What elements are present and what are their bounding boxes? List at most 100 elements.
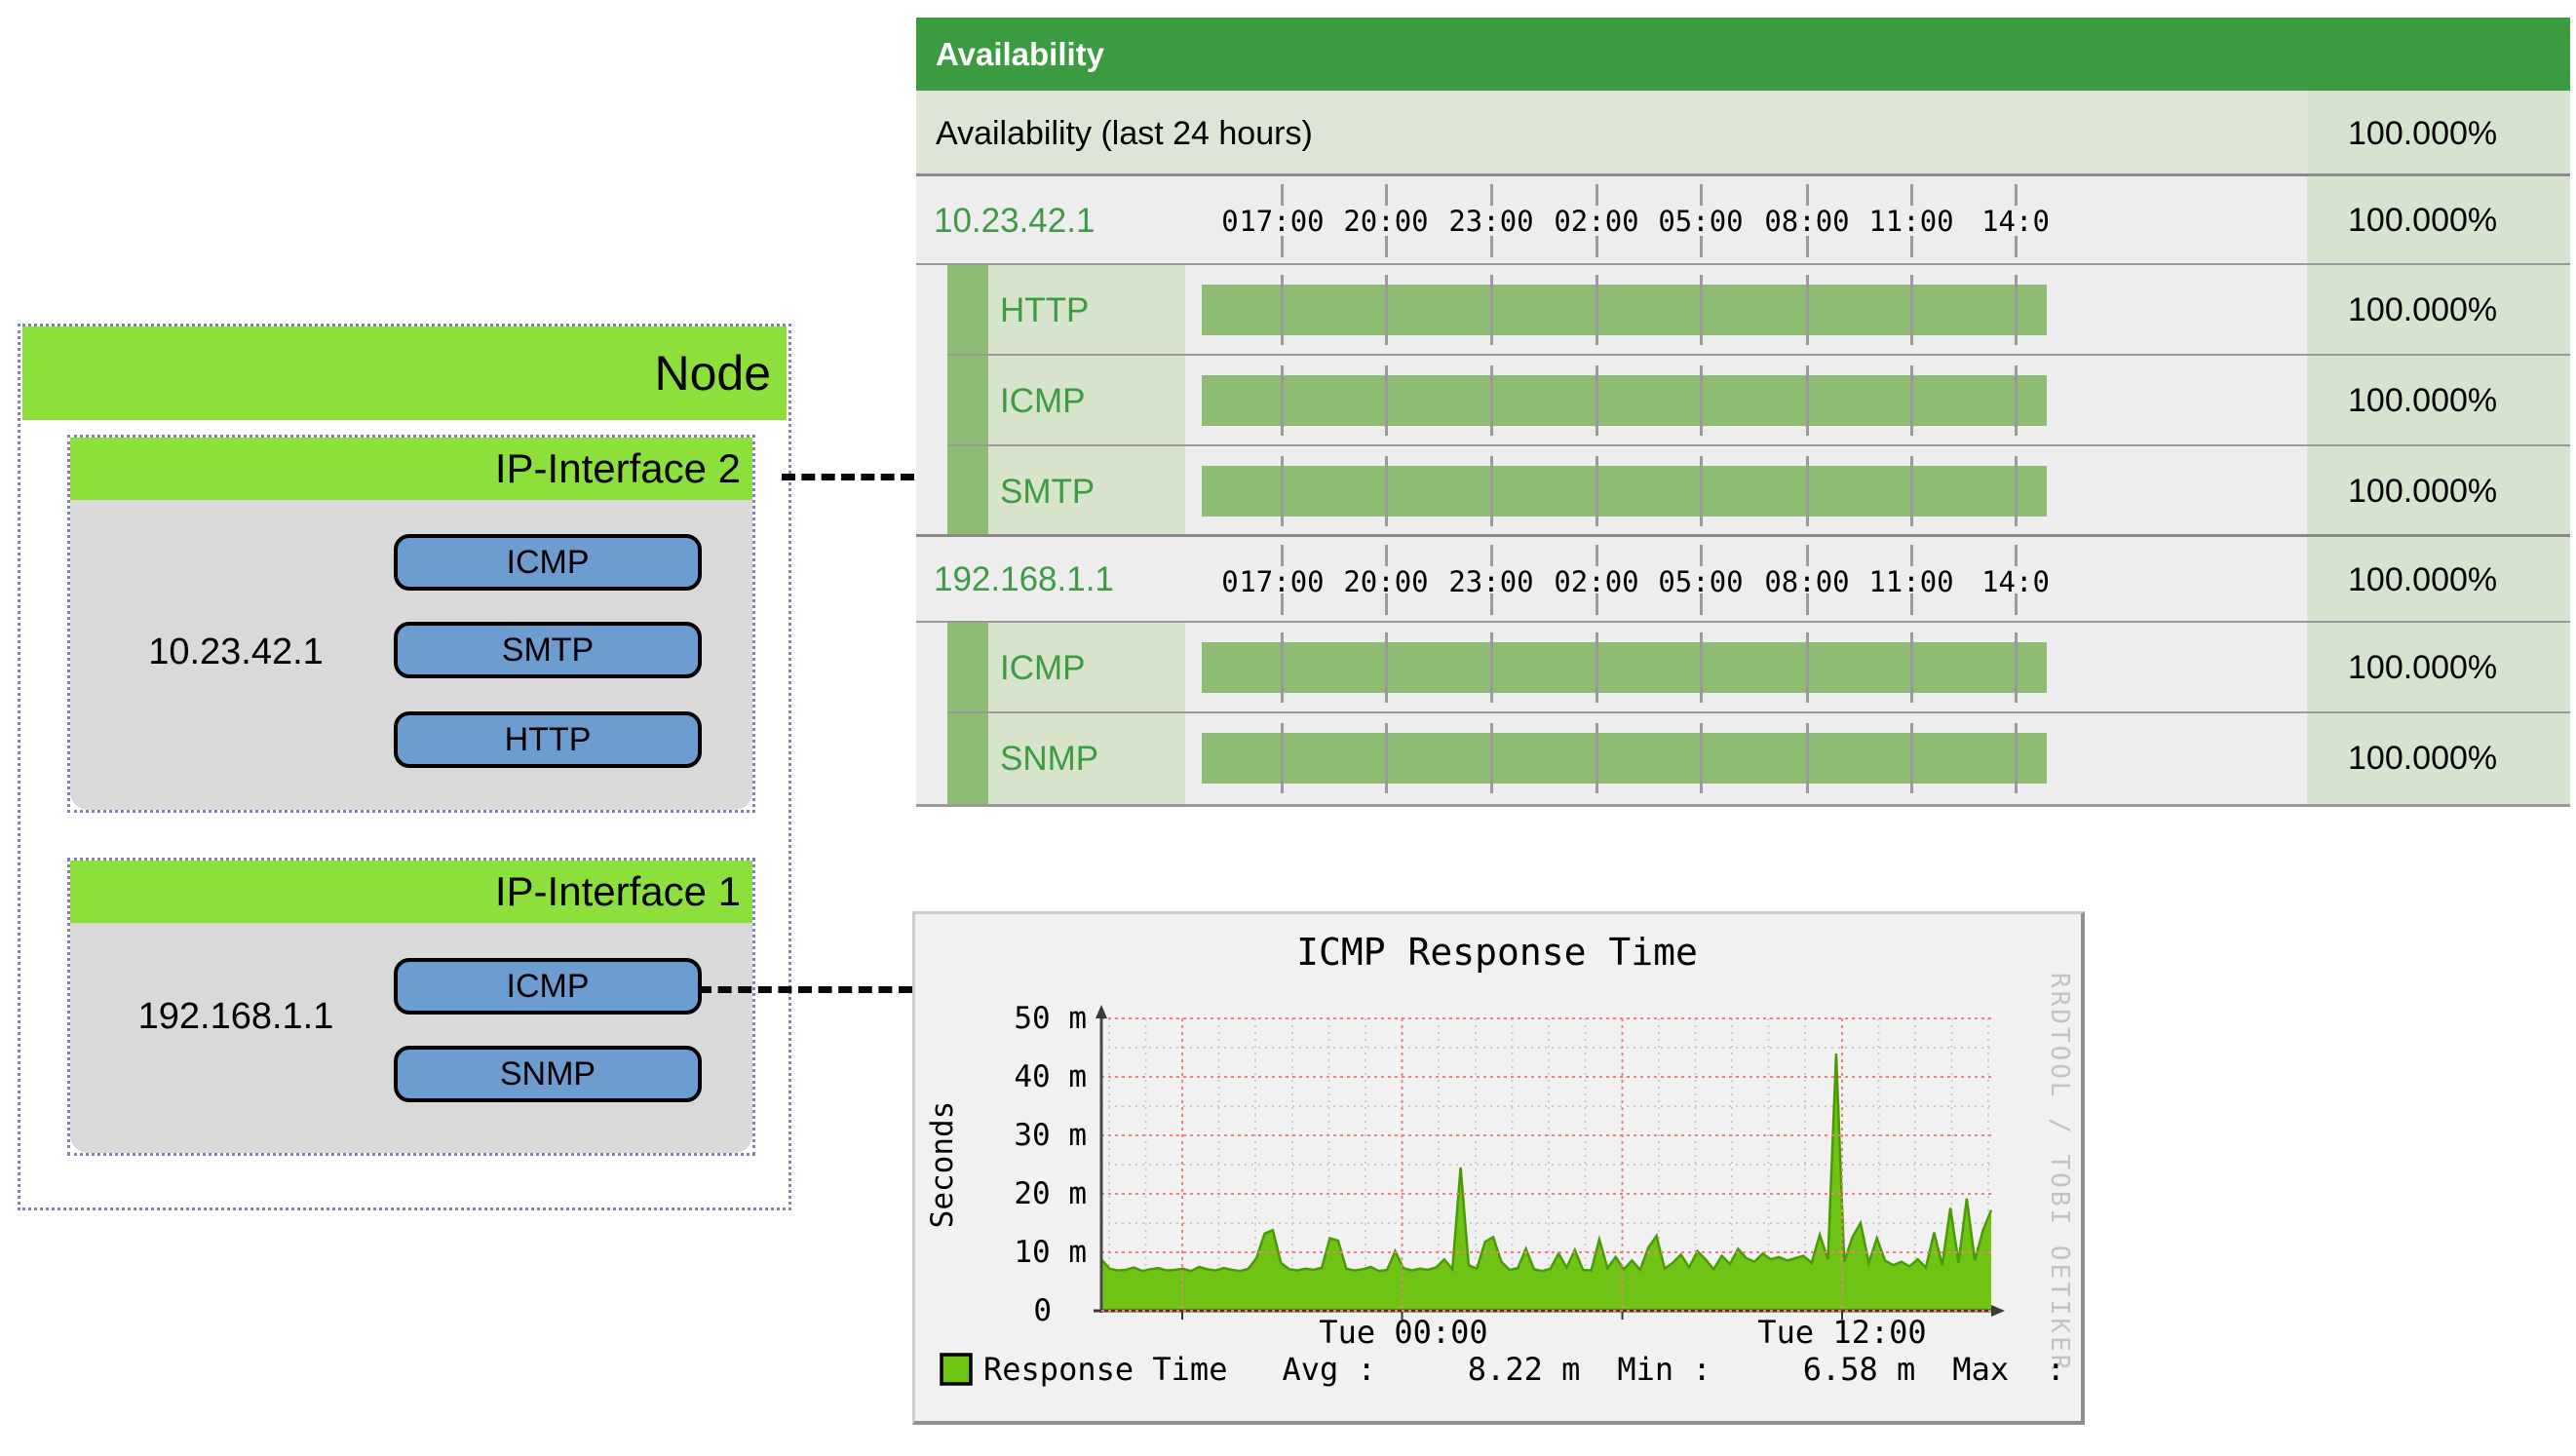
- time-tick: [1910, 545, 1913, 566]
- service-link-icmp[interactable]: ICMP: [1000, 381, 1086, 420]
- time-axis-label: 08:00: [1764, 565, 1850, 598]
- service-chip-icmp-2: ICMP: [394, 958, 702, 1015]
- time-tick: [1281, 236, 1284, 257]
- time-axis-label: 20:00: [1343, 205, 1429, 238]
- y-axis-arrow: [1096, 1005, 1107, 1018]
- time-tick: [1490, 184, 1493, 206]
- time-axis: 0 17:00 20:00 23:00 02:00 05:00 08:00 11:00 14:0: [1185, 537, 2307, 623]
- bar-gridline: [1596, 723, 1598, 793]
- time-axis-label: 08:00: [1764, 205, 1850, 238]
- time-axis-label: 17:00: [1239, 205, 1325, 238]
- availability-summary-row: Availability (last 24 hours) 100.000%: [916, 91, 2570, 176]
- chart-major-gridlines: [1101, 1017, 1991, 1320]
- time-tick: [1490, 594, 1493, 615]
- icmp-response-time-chart: ICMP Response Time Seconds 0 10 m 20 m 3…: [912, 911, 2085, 1425]
- connector-icmp-to-chart: [698, 986, 912, 993]
- bar-gridline: [1281, 456, 1284, 526]
- row-separator: [947, 444, 2570, 446]
- summary-label: Availability (last 24 hours): [916, 91, 2307, 176]
- service-availability-percent: 100.000%: [2307, 265, 2570, 356]
- time-tick: [1910, 236, 1913, 257]
- availability-table: Availability Availability (last 24 hours…: [916, 18, 2570, 807]
- bar-gridline: [1281, 723, 1284, 793]
- ip-link-10-23-42-1[interactable]: 10.23.42.1: [934, 201, 1096, 240]
- bar-gridline: [2015, 275, 2018, 345]
- row-separator: [947, 711, 2570, 713]
- service-link-icmp-2[interactable]: ICMP: [1000, 648, 1086, 687]
- chart-title: ICMP Response Time: [1296, 931, 1698, 974]
- chart-ylabel: Seconds: [925, 1101, 960, 1229]
- time-axis-label: 0: [1221, 205, 1239, 238]
- service-row: HTTP 100.000%: [916, 265, 2570, 356]
- x-tick-tue-0000: Tue 00:00: [1319, 1314, 1487, 1351]
- group-stripe: [947, 356, 988, 446]
- time-tick: [1806, 545, 1809, 566]
- time-tick: [1281, 594, 1284, 615]
- bar-gridline: [2015, 632, 2018, 703]
- time-tick: [1490, 236, 1493, 257]
- time-tick: [1281, 184, 1284, 206]
- bar-gridline: [1281, 275, 1284, 345]
- bar-gridline: [1596, 456, 1598, 526]
- time-tick: [1596, 184, 1598, 206]
- service-link-snmp[interactable]: SNMP: [1000, 739, 1099, 778]
- service-chip-icmp: ICMP: [394, 534, 702, 591]
- legend-line: Response Time Avg :8.22 m Min :6.58 m Max :: [983, 1351, 2065, 1388]
- time-tick: [1596, 236, 1598, 257]
- bar-gridline: [2015, 456, 2018, 526]
- ip-interface-2-box: IP-Interface 2 10.23.42.1 ICMP SMTP HTTP: [67, 435, 755, 813]
- bar-gridline: [1490, 456, 1493, 526]
- availability-bar: [1202, 285, 2047, 335]
- ip-interface-2-title: IP-Interface 2: [494, 445, 741, 491]
- row-separator: [916, 621, 2570, 623]
- time-axis-label: 05:00: [1658, 565, 1744, 598]
- y-tick-50: 50 m: [1014, 1001, 1087, 1036]
- indent-cell: [916, 623, 947, 713]
- ip-row: 192.168.1.1 0 17:00 20:00 23:00 02:00 05:00 08…: [916, 537, 2570, 623]
- time-axis-label: 02:00: [1554, 205, 1639, 238]
- availability-bar-cell: [1185, 356, 2307, 446]
- time-axis: 0 17:00 20:00 23:00 02:00 05:00 08:00 11:00 14:0: [1185, 176, 2307, 265]
- bar-gridline: [1596, 275, 1598, 345]
- time-tick: [1385, 545, 1388, 566]
- node-title: Node: [654, 346, 771, 401]
- row-separator: [916, 173, 2570, 176]
- ip-address-2: 10.23.42.1: [148, 631, 324, 672]
- y-tick-30: 30 m: [1014, 1118, 1087, 1153]
- time-axis-label: 14:0: [1981, 565, 2050, 598]
- response-time-area: [1101, 1054, 1991, 1311]
- bar-gridline: [1806, 365, 1809, 436]
- bar-gridline: [1910, 723, 1913, 793]
- bar-gridline: [1910, 275, 1913, 345]
- service-link-http[interactable]: HTTP: [1000, 290, 1090, 329]
- time-axis-label: 02:00: [1554, 565, 1639, 598]
- time-tick: [1385, 184, 1388, 206]
- ip-availability-percent: 100.000%: [2307, 176, 2570, 265]
- time-axis-label: 05:00: [1658, 205, 1744, 238]
- time-tick: [2015, 594, 2018, 615]
- availability-bar: [1202, 466, 2047, 517]
- x-axis-arrow: [1991, 1305, 2005, 1317]
- service-link-smtp[interactable]: SMTP: [1000, 472, 1096, 511]
- group-stripe: [947, 713, 988, 804]
- availability-bar-cell: [1185, 623, 2307, 713]
- time-axis-label: 23:00: [1448, 205, 1534, 238]
- ip-link-192-168-1-1[interactable]: 192.168.1.1: [934, 560, 1114, 598]
- bar-gridline: [1806, 723, 1809, 793]
- bar-gridline: [1281, 632, 1284, 703]
- legend-swatch: [940, 1353, 973, 1386]
- time-tick: [1910, 184, 1913, 206]
- ip-row: 10.23.42.1 0 17:00 20:00 23:00 02:00 05:00 08:…: [916, 176, 2570, 265]
- bar-gridline: [1385, 275, 1388, 345]
- time-axis-label: 11:00: [1868, 205, 1954, 238]
- response-time-line: [1100, 1053, 1993, 1273]
- time-axis-label: 14:0: [1981, 205, 2050, 238]
- indent-cell: [916, 356, 947, 446]
- indent-cell: [916, 265, 947, 356]
- bar-gridline: [1385, 632, 1388, 703]
- time-tick: [2015, 545, 2018, 566]
- group-stripe: [947, 623, 988, 713]
- availability-bar: [1202, 733, 2047, 784]
- ip-address-1: 192.168.1.1: [137, 995, 334, 1037]
- ip-availability-percent: 100.000%: [2307, 537, 2570, 623]
